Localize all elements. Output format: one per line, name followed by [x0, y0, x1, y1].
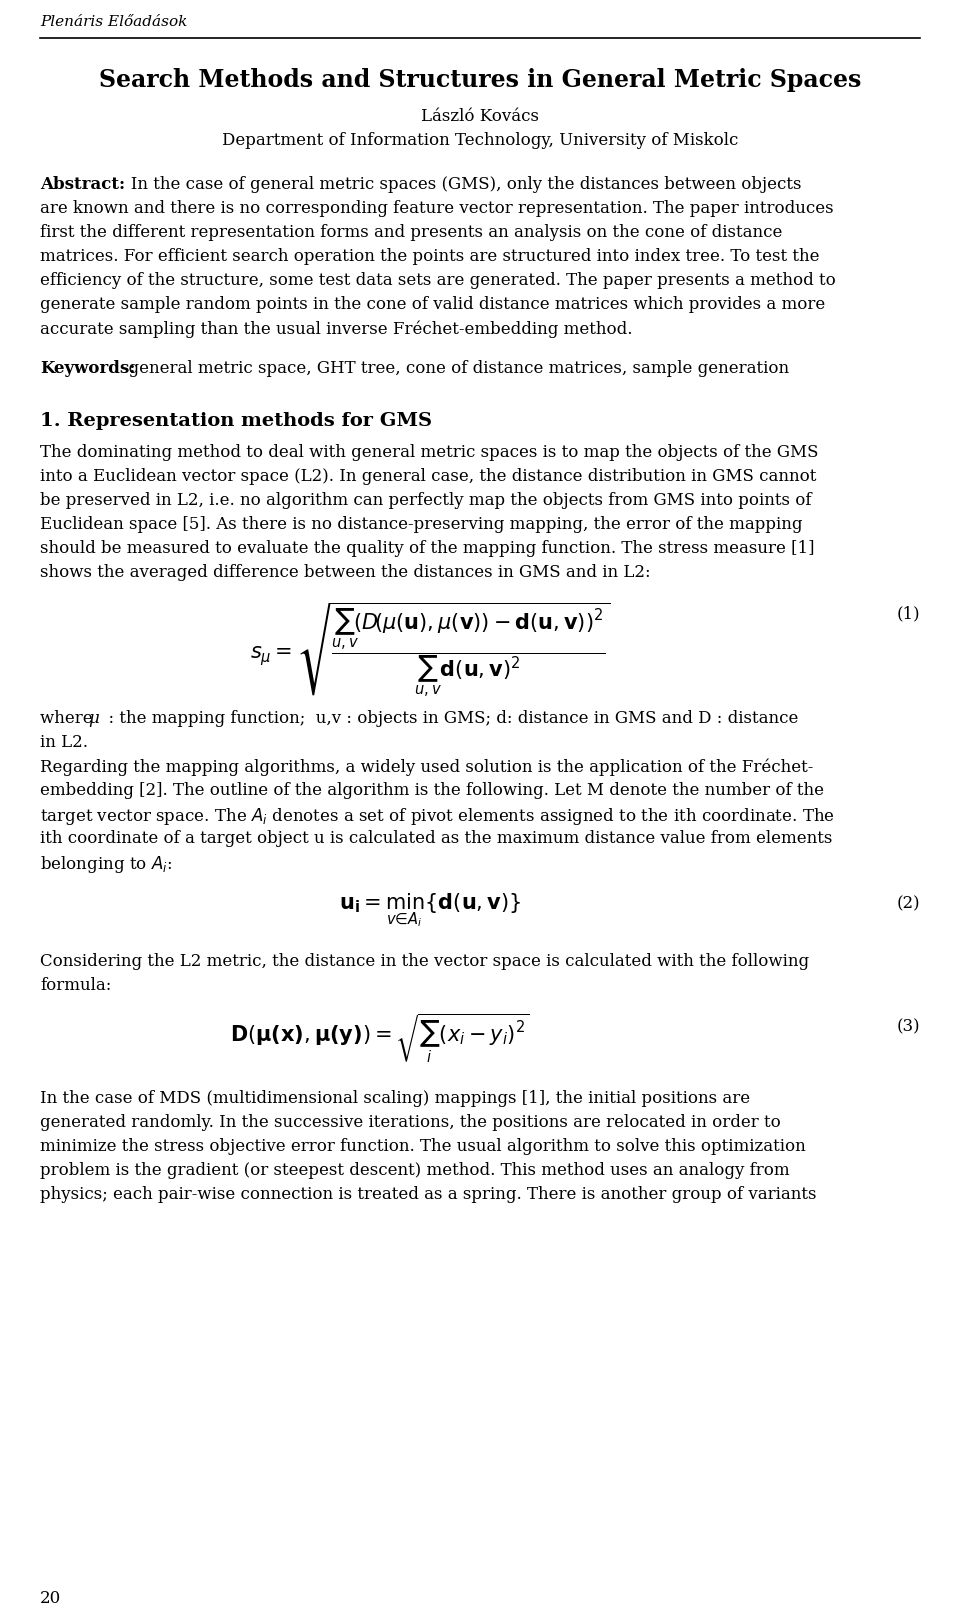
- Text: are known and there is no corresponding feature vector representation. The paper: are known and there is no corresponding …: [40, 200, 833, 218]
- Text: target vector space. The $A_i$ denotes a set of pivot elements assigned to the i: target vector space. The $A_i$ denotes a…: [40, 806, 835, 827]
- Text: (1): (1): [897, 605, 920, 623]
- Text: In the case of MDS (multidimensional scaling) mappings [1], the initial position: In the case of MDS (multidimensional sca…: [40, 1090, 750, 1107]
- Text: László Kovács: László Kovács: [421, 108, 539, 124]
- Text: $s_{\mu} = \sqrt{\dfrac{\sum_{u,v}\!\left(D\!\left(\mu(\mathbf{u}),\mu(\mathbf{v: $s_{\mu} = \sqrt{\dfrac{\sum_{u,v}\!\lef…: [250, 600, 611, 700]
- Text: Keywords:: Keywords:: [40, 360, 135, 377]
- Text: μ: μ: [88, 710, 99, 727]
- Text: be preserved in L2, i.e. no algorithm can perfectly map the objects from GMS int: be preserved in L2, i.e. no algorithm ca…: [40, 492, 811, 510]
- Text: into a Euclidean vector space (L2). In general case, the distance distribution i: into a Euclidean vector space (L2). In g…: [40, 468, 816, 486]
- Text: generate sample random points in the cone of valid distance matrices which provi: generate sample random points in the con…: [40, 297, 826, 313]
- Text: should be measured to evaluate the quality of the mapping function. The stress m: should be measured to evaluate the quali…: [40, 540, 814, 556]
- Text: generated randomly. In the successive iterations, the positions are relocated in: generated randomly. In the successive it…: [40, 1115, 780, 1131]
- Text: (2): (2): [897, 895, 920, 911]
- Text: ith coordinate of a target object u is calculated as the maximum distance value : ith coordinate of a target object u is c…: [40, 831, 832, 847]
- Text: minimize the stress objective error function. The usual algorithm to solve this : minimize the stress objective error func…: [40, 1139, 805, 1155]
- Text: Euclidean space [5]. As there is no distance-preserving mapping, the error of th: Euclidean space [5]. As there is no dist…: [40, 516, 803, 532]
- Text: efficiency of the structure, some test data sets are generated. The paper presen: efficiency of the structure, some test d…: [40, 273, 836, 289]
- Text: The dominating method to deal with general metric spaces is to map the objects o: The dominating method to deal with gener…: [40, 444, 819, 461]
- Text: problem is the gradient (or steepest descent) method. This method uses an analog: problem is the gradient (or steepest des…: [40, 1161, 790, 1179]
- Text: where: where: [40, 710, 103, 727]
- Text: In the case of general metric spaces (GMS), only the distances between objects: In the case of general metric spaces (GM…: [115, 176, 802, 194]
- Text: belonging to $A_i$:: belonging to $A_i$:: [40, 853, 172, 874]
- Text: accurate sampling than the usual inverse Fréchet-embedding method.: accurate sampling than the usual inverse…: [40, 319, 633, 337]
- Text: Regarding the mapping algorithms, a widely used solution is the application of t: Regarding the mapping algorithms, a wide…: [40, 758, 813, 776]
- Text: 1. Representation methods for GMS: 1. Representation methods for GMS: [40, 411, 432, 431]
- Text: Abstract:: Abstract:: [40, 176, 125, 194]
- Text: $\mathbf{u_i} = \min_{v \in A_i}\{\mathbf{d}(\mathbf{u}, \mathbf{v})\}$: $\mathbf{u_i} = \min_{v \in A_i}\{\mathb…: [339, 892, 521, 929]
- Text: Search Methods and Structures in General Metric Spaces: Search Methods and Structures in General…: [99, 68, 861, 92]
- Text: 20: 20: [40, 1590, 61, 1607]
- Text: formula:: formula:: [40, 977, 111, 994]
- Text: Department of Information Technology, University of Miskolc: Department of Information Technology, Un…: [222, 132, 738, 148]
- Text: general metric space, GHT tree, cone of distance matrices, sample generation: general metric space, GHT tree, cone of …: [118, 360, 789, 377]
- Text: physics; each pair-wise connection is treated as a spring. There is another grou: physics; each pair-wise connection is tr…: [40, 1186, 817, 1203]
- Text: $\mathbf{D}(\mathbf{\mu(x)}, \mathbf{\mu(y)}) = \sqrt{\sum_{i}(x_i - y_i)^2}$: $\mathbf{D}(\mathbf{\mu(x)}, \mathbf{\mu…: [230, 1011, 530, 1065]
- Text: matrices. For efficient search operation the points are structured into index tr: matrices. For efficient search operation…: [40, 248, 820, 265]
- Text: shows the averaged difference between the distances in GMS and in L2:: shows the averaged difference between th…: [40, 565, 651, 581]
- Text: Considering the L2 metric, the distance in the vector space is calculated with t: Considering the L2 metric, the distance …: [40, 953, 809, 969]
- Text: in L2.: in L2.: [40, 734, 88, 752]
- Text: Plenáris Előadások: Plenáris Előadások: [40, 15, 187, 29]
- Text: : the mapping function;  u,v : objects in GMS; d: distance in GMS and D : distan: : the mapping function; u,v : objects in…: [98, 710, 799, 727]
- Text: embedding [2]. The outline of the algorithm is the following. Let M denote the n: embedding [2]. The outline of the algori…: [40, 782, 824, 798]
- Text: first the different representation forms and presents an analysis on the cone of: first the different representation forms…: [40, 224, 782, 240]
- Text: (3): (3): [897, 1018, 920, 1036]
